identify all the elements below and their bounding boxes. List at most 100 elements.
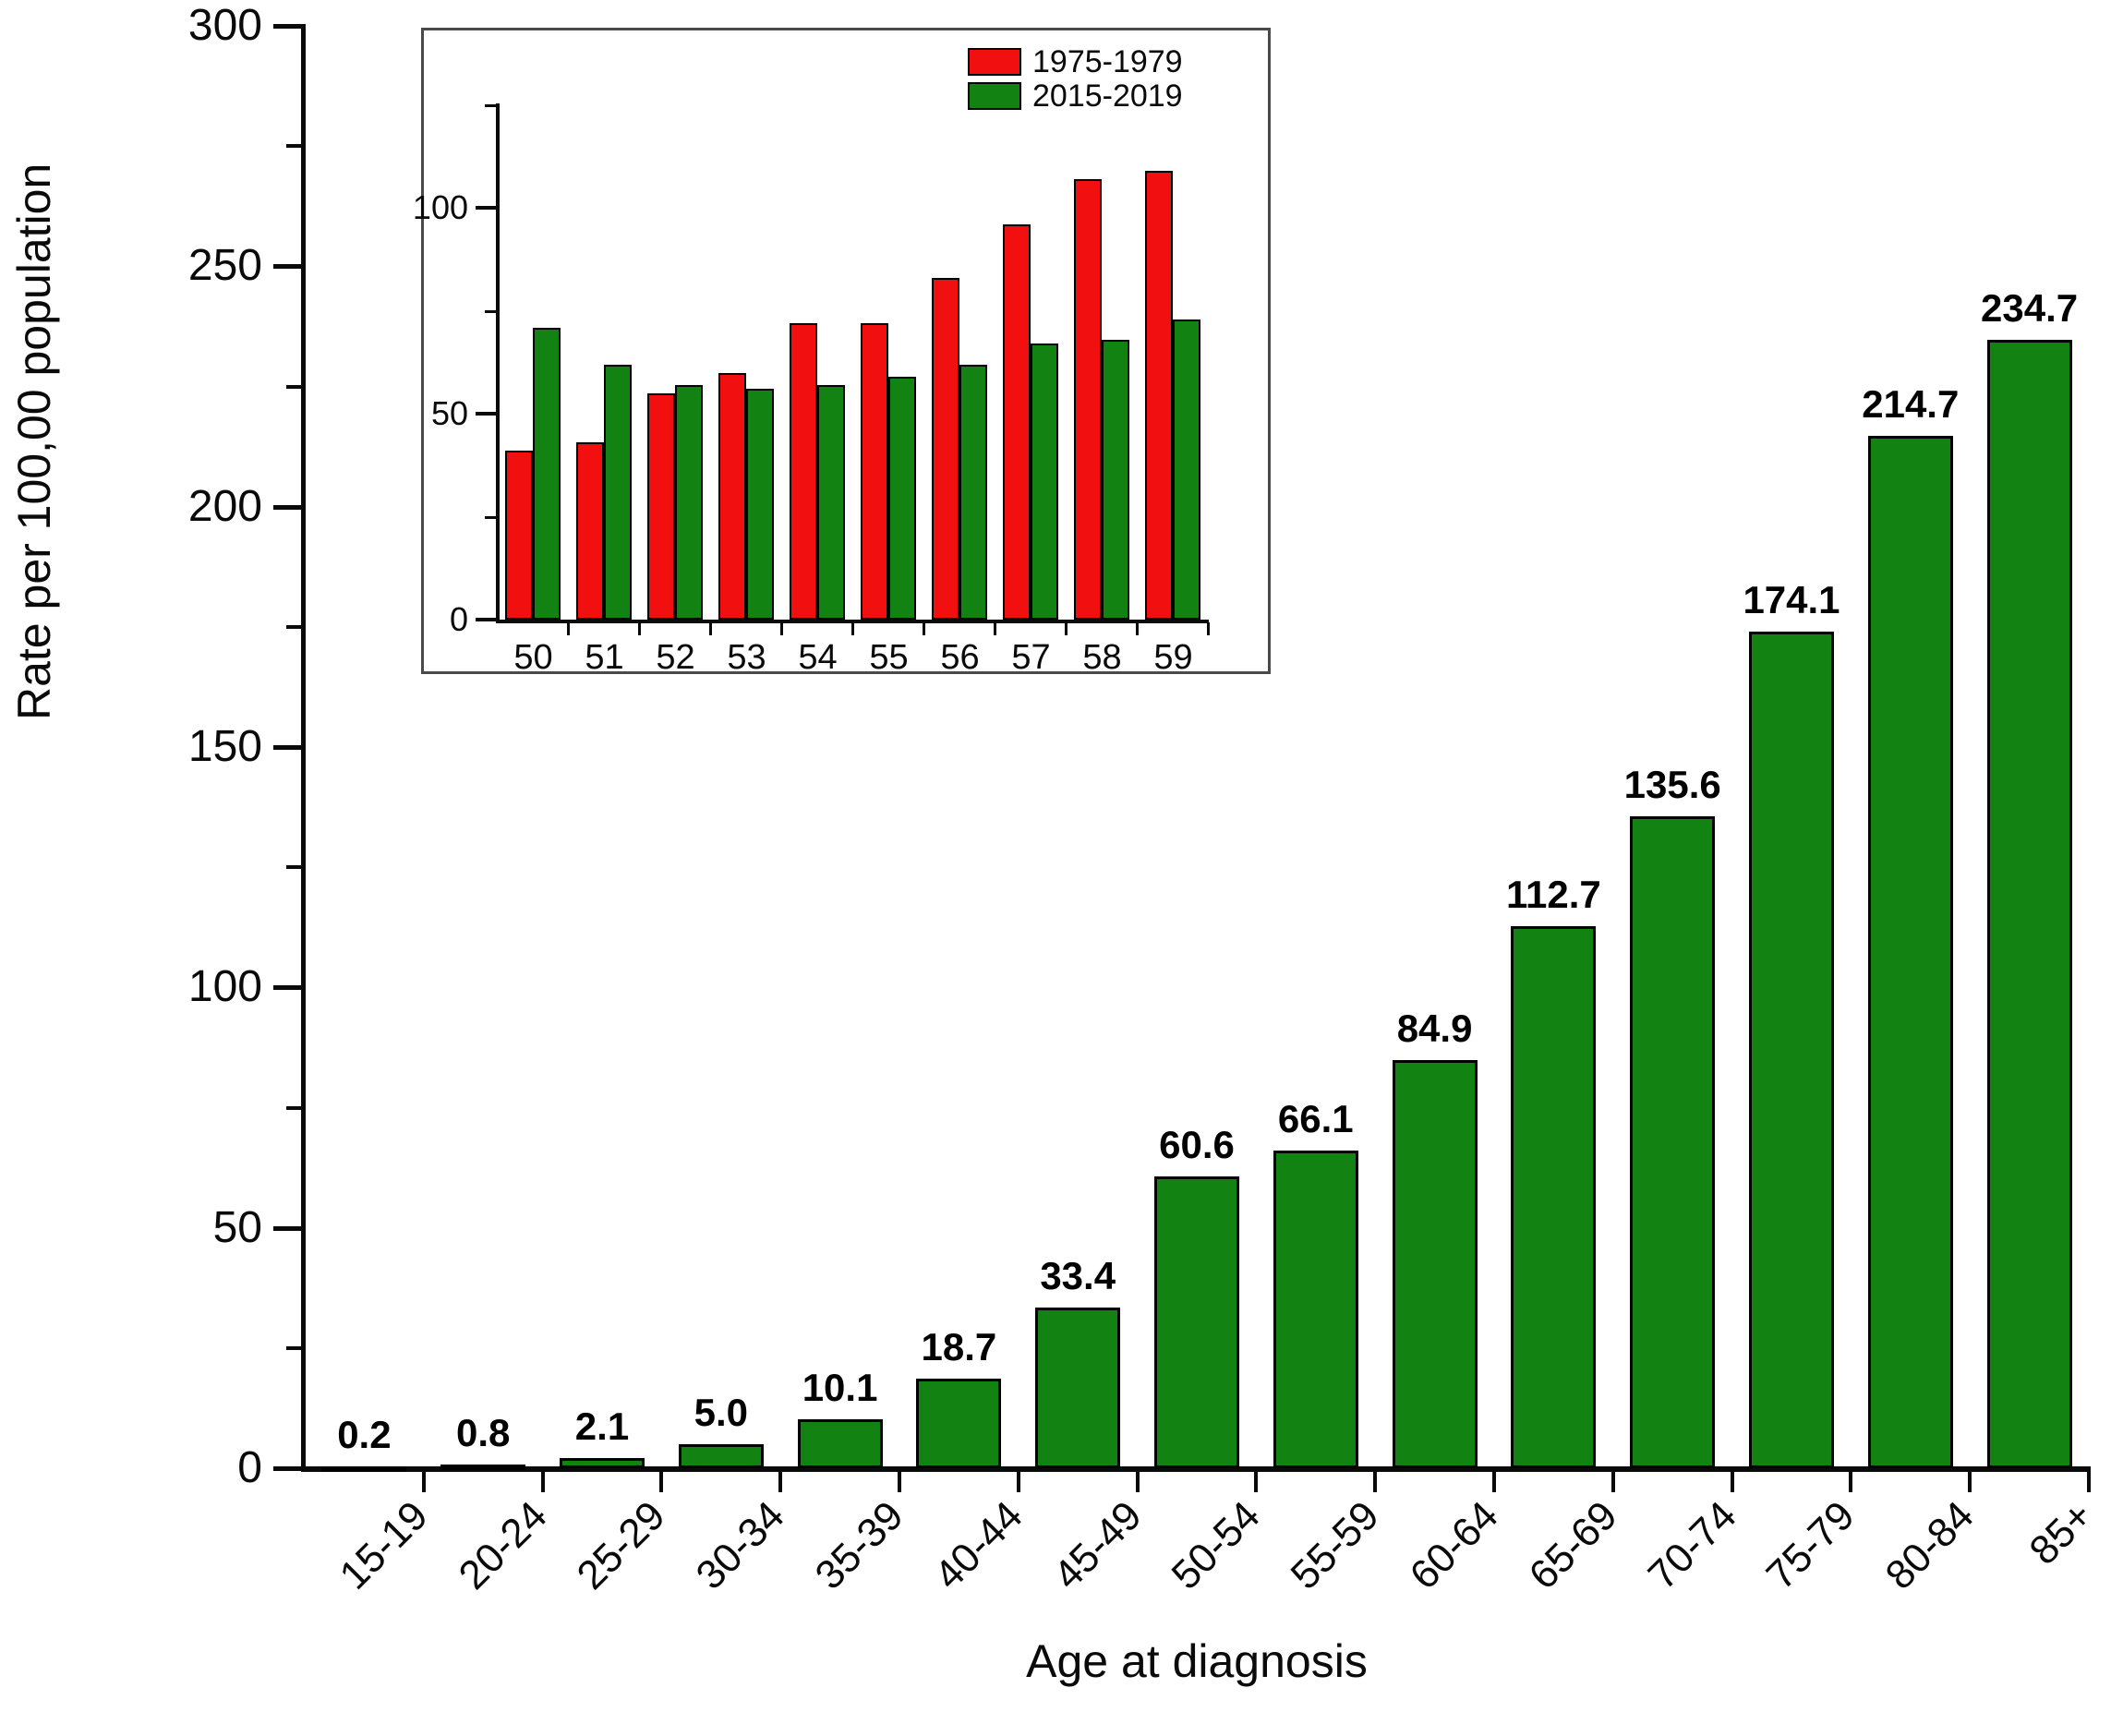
bar-value-70-74: 135.6 — [1623, 763, 1721, 806]
inset-x-category-label-54: 54 — [798, 638, 838, 677]
main-x-tick — [1492, 1470, 1496, 1492]
bar-35-39 — [797, 1419, 883, 1468]
inset-x-category-label-57: 57 — [1011, 638, 1051, 677]
inset-x-category-label-50: 50 — [513, 638, 553, 677]
main-y-minor-tick — [286, 624, 303, 629]
inset-bar-1975-1979-57 — [1003, 224, 1031, 620]
main-x-tick — [540, 1470, 545, 1492]
inset-x-tick — [1136, 622, 1139, 635]
bar-value-25-29: 2.1 — [574, 1404, 630, 1448]
bar-65-69 — [1511, 926, 1597, 1468]
main-x-tick — [1135, 1470, 1140, 1492]
bar-60-64 — [1392, 1060, 1478, 1468]
inset-x-category-label-59: 59 — [1153, 638, 1193, 677]
inset-bar-1975-1979-58 — [1074, 179, 1102, 620]
inset-bar-2015-2019-52 — [675, 385, 703, 620]
inset-y-minor-tick — [485, 309, 498, 313]
bar-55-59 — [1273, 1151, 1358, 1468]
inset-x-tick — [780, 622, 783, 635]
inset-bar-1975-1979-55 — [861, 323, 888, 620]
inset-x-axis — [496, 620, 1209, 623]
legend-label-1975-1979: 1975-1979 — [1032, 44, 1183, 79]
legend-swatch-green — [968, 82, 1021, 110]
inset-legend: 1975-1979 2015-2019 — [968, 45, 1183, 114]
main-x-tick — [421, 1470, 426, 1492]
bar-70-74 — [1630, 816, 1716, 1468]
main-y-axis-title: Rate per 100,00 population — [8, 163, 60, 720]
inset-bar-2015-2019-51 — [604, 365, 632, 620]
legend-row-1975-1979: 1975-1979 — [968, 45, 1183, 78]
inset-bar-1975-1979-54 — [790, 323, 817, 620]
inset-bar-2015-2019-57 — [1031, 344, 1058, 620]
main-x-tick — [659, 1470, 664, 1492]
bar-value-35-39: 10.1 — [802, 1366, 878, 1409]
main-y-tick-label: 200 — [187, 481, 262, 531]
inset-x-category-label-56: 56 — [940, 638, 980, 677]
inset-x-tick — [994, 622, 996, 635]
bar-value-45-49: 33.4 — [1040, 1254, 1116, 1297]
main-x-tick — [2087, 1470, 2091, 1492]
main-y-major-tick — [273, 745, 303, 750]
bar-75-79 — [1749, 632, 1834, 1468]
bar-30-34 — [678, 1444, 764, 1468]
bar-50-54 — [1154, 1176, 1239, 1468]
main-y-minor-tick — [286, 384, 303, 389]
main-x-tick — [1254, 1470, 1259, 1492]
bar-value-65-69: 112.7 — [1506, 873, 1601, 916]
bar-value-80-84: 214.7 — [1862, 382, 1960, 426]
inset-x-tick — [1065, 622, 1068, 635]
inset-y-tick-label: 100 — [412, 188, 468, 227]
x-category-label-85+: 85+ — [1794, 1493, 2101, 1573]
main-x-tick — [778, 1470, 783, 1492]
main-x-tick — [1373, 1470, 1378, 1492]
inset-bar-2015-2019-58 — [1102, 340, 1129, 620]
main-x-axis-title: Age at diagnosis — [1026, 1635, 1368, 1687]
x-category-text: 85+ — [2021, 1492, 2102, 1574]
main-y-minor-tick — [286, 1105, 303, 1110]
main-y-minor-tick — [286, 865, 303, 870]
main-y-tick-label: 100 — [187, 962, 262, 1012]
main-y-tick-label: 300 — [187, 1, 262, 50]
bar-value-85+: 234.7 — [1981, 286, 2079, 330]
main-y-tick-label: 250 — [187, 241, 262, 291]
main-x-tick — [1849, 1470, 1853, 1492]
main-y-major-tick — [273, 264, 303, 270]
inset-y-major-tick — [476, 206, 498, 211]
main-y-major-tick — [273, 985, 303, 991]
bar-20-24 — [440, 1465, 526, 1470]
inset-bar-1975-1979-59 — [1145, 171, 1173, 620]
main-y-minor-tick — [286, 144, 303, 149]
bar-value-55-59: 66.1 — [1277, 1097, 1354, 1140]
bar-25-29 — [560, 1458, 645, 1468]
legend-row-2015-2019: 2015-2019 — [968, 79, 1183, 113]
main-y-tick-label: 50 — [212, 1202, 262, 1252]
inset-bar-1975-1979-53 — [718, 373, 746, 620]
inset-y-axis — [496, 103, 500, 623]
main-x-tick — [1968, 1470, 1972, 1492]
inset-x-tick — [851, 622, 854, 635]
legend-swatch-red — [968, 48, 1021, 76]
bar-15-19 — [321, 1466, 407, 1472]
main-y-tick-label: 0 — [237, 1443, 262, 1492]
inset-bar-2015-2019-53 — [746, 389, 774, 620]
inset-bar-2015-2019-59 — [1173, 319, 1200, 620]
bar-value-40-44: 18.7 — [921, 1325, 997, 1368]
bar-value-30-34: 5.0 — [694, 1391, 748, 1434]
inset-x-tick — [567, 622, 570, 635]
inset-x-tick — [709, 622, 712, 635]
main-y-major-tick — [273, 1466, 303, 1471]
inset-x-category-label-55: 55 — [869, 638, 909, 677]
main-x-tick — [1730, 1470, 1734, 1492]
inset-chart: 0 50 100 50 51 52 53 54 55 56 57 58 59 1975-1979 201… — [413, 28, 1271, 677]
bar-value-60-64: 84.9 — [1396, 1007, 1473, 1050]
bar-40-44 — [916, 1379, 1002, 1468]
main-y-tick-label: 150 — [187, 722, 262, 771]
inset-y-major-tick — [476, 618, 498, 621]
inset-x-tick — [1207, 622, 1210, 635]
inset-y-minor-tick — [485, 515, 498, 519]
inset-x-category-label-53: 53 — [727, 638, 766, 677]
inset-y-tick-label: 0 — [449, 600, 468, 638]
bar-value-15-19: 0.2 — [337, 1413, 392, 1456]
